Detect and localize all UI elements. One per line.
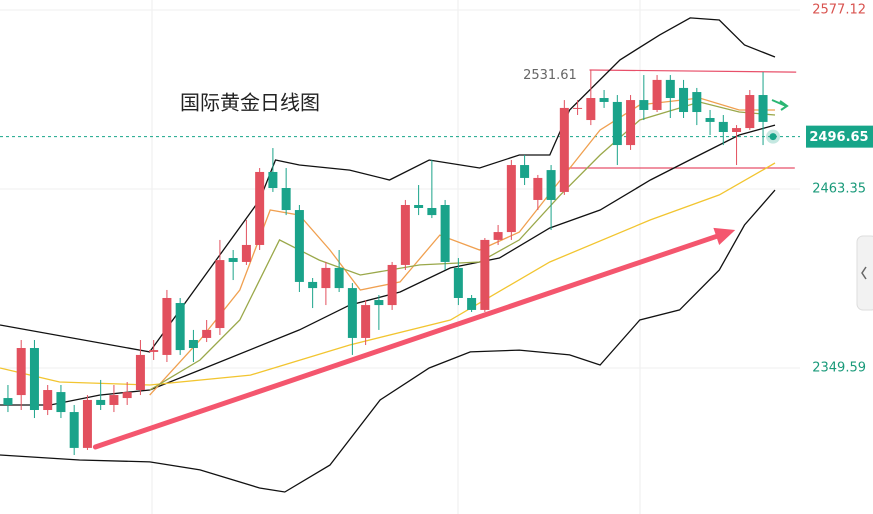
y-tick-label: 2463.35 bbox=[812, 182, 866, 197]
candle-body bbox=[16, 348, 26, 396]
candle-body bbox=[626, 100, 636, 146]
candle-body bbox=[268, 171, 278, 189]
candle-body bbox=[202, 329, 212, 338]
side-tab[interactable] bbox=[856, 235, 873, 311]
candle-body bbox=[361, 305, 371, 338]
candle-body bbox=[308, 281, 318, 289]
indicator-line bbox=[0, 189, 776, 493]
candle-body bbox=[559, 107, 569, 192]
candle-body bbox=[321, 267, 331, 289]
candle-body bbox=[374, 300, 384, 306]
candle-body bbox=[334, 267, 344, 289]
plot: 2577.12 2463.35 2349.59 2531.61 2496.65 bbox=[0, 3, 873, 493]
side-toggle[interactable] bbox=[856, 235, 873, 311]
candle-body bbox=[56, 392, 66, 413]
candle-body bbox=[745, 95, 755, 129]
trend-line bbox=[92, 233, 719, 450]
channel-line bbox=[589, 69, 797, 73]
candle-body bbox=[718, 121, 728, 133]
candle-body bbox=[679, 87, 689, 113]
candle-body bbox=[427, 207, 437, 216]
candle-body bbox=[241, 244, 251, 262]
indicator-line bbox=[0, 124, 776, 406]
candle-body bbox=[546, 170, 556, 200]
candle-body bbox=[612, 101, 622, 146]
candle-body bbox=[665, 79, 675, 99]
chart-title: 国际黄金日线图 bbox=[180, 91, 320, 115]
candle-body bbox=[188, 339, 198, 349]
candle-body bbox=[692, 92, 702, 113]
candle-body bbox=[480, 239, 490, 310]
candle-body bbox=[705, 117, 715, 122]
candle-body bbox=[294, 210, 304, 282]
candle-body bbox=[440, 205, 450, 262]
candle-body bbox=[122, 392, 132, 399]
candle-body bbox=[520, 165, 530, 178]
candle-body bbox=[400, 205, 410, 265]
candle-body bbox=[29, 348, 39, 411]
candle-body bbox=[228, 258, 238, 262]
last-price-label: 2496.65 bbox=[809, 130, 868, 145]
trend-arrowhead bbox=[713, 227, 736, 245]
candle-body bbox=[506, 165, 516, 233]
candle-body bbox=[533, 177, 543, 200]
candle-body bbox=[347, 288, 357, 338]
candle-body bbox=[453, 267, 463, 298]
candle-body bbox=[96, 399, 106, 405]
candle-body bbox=[639, 100, 649, 110]
candle-body bbox=[732, 128, 742, 133]
candle-body bbox=[162, 297, 172, 355]
candle-body bbox=[573, 107, 583, 109]
candle-body bbox=[109, 395, 119, 405]
candle-body bbox=[652, 79, 662, 110]
y-tick-label: 2349.59 bbox=[812, 361, 866, 376]
candle-body bbox=[599, 98, 609, 102]
candle-body bbox=[135, 354, 145, 391]
candle-body bbox=[69, 412, 79, 448]
indicator-line bbox=[0, 17, 776, 353]
last-price-dot bbox=[769, 133, 777, 141]
candle-body bbox=[493, 232, 503, 240]
candle-body bbox=[255, 171, 265, 245]
candle-body bbox=[586, 98, 596, 121]
candle-body bbox=[215, 260, 225, 329]
indicator-line bbox=[0, 162, 776, 386]
candle-body bbox=[175, 303, 185, 351]
candle-body bbox=[43, 390, 53, 411]
last-price-box bbox=[806, 125, 873, 148]
direction-arrow bbox=[771, 99, 789, 111]
y-tick-label: 2577.12 bbox=[812, 3, 866, 18]
collapse-icon[interactable] bbox=[861, 266, 867, 280]
candle-body bbox=[414, 205, 424, 208]
candle-body bbox=[467, 297, 477, 310]
candle-body bbox=[758, 95, 768, 122]
candle-body bbox=[82, 399, 92, 448]
price-annotation: 2531.61 bbox=[523, 68, 577, 83]
candle-body bbox=[149, 350, 159, 352]
candle-body bbox=[3, 398, 13, 405]
candle-body bbox=[281, 188, 291, 211]
candle-body bbox=[387, 264, 397, 306]
